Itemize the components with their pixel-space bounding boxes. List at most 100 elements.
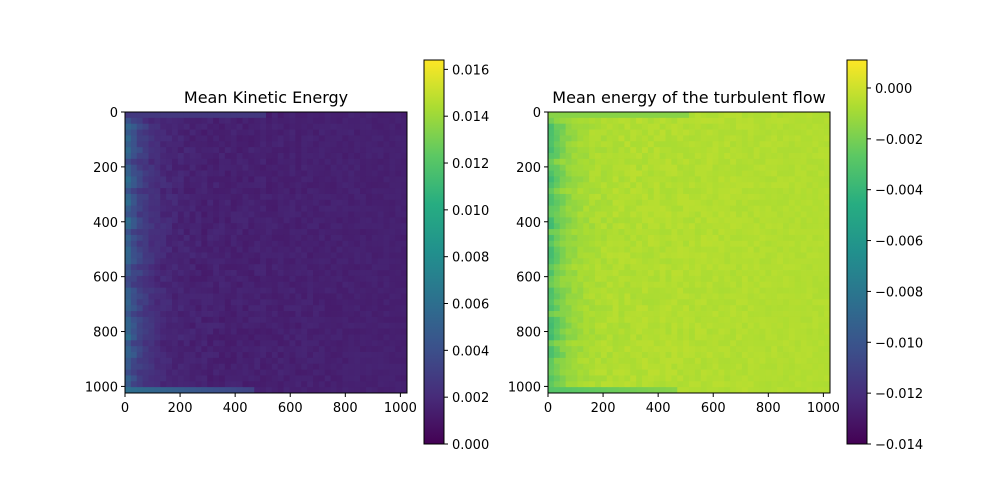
heatmap-cell (677, 340, 684, 347)
heatmap-cell (125, 258, 132, 265)
heatmap-cell (630, 375, 637, 382)
heatmap-cell (336, 141, 343, 148)
heatmap-cell (600, 129, 608, 136)
heatmap-cell (136, 340, 144, 347)
heatmap-cell (812, 158, 819, 166)
heatmap-cell (659, 112, 666, 119)
heatmap-cell (289, 223, 296, 230)
heatmap-cell (166, 281, 173, 289)
heatmap-cell (136, 164, 144, 171)
heatmap-cell (401, 205, 408, 212)
heatmap-cell (653, 311, 661, 318)
heatmap-cell (788, 363, 796, 370)
heatmap-cell (606, 182, 614, 189)
heatmap-cell (348, 340, 355, 347)
heatmap-cell (377, 322, 384, 329)
heatmap-cell (653, 152, 661, 160)
heatmap-cell (154, 252, 161, 259)
heatmap-cell (771, 258, 778, 265)
heatmap-cell (777, 299, 784, 306)
heatmap-cell (365, 170, 373, 177)
heatmap-cell (706, 334, 713, 341)
heatmap-cell (700, 328, 708, 335)
heatmap-cell (712, 258, 719, 265)
heatmap-cell (125, 199, 132, 207)
heatmap-cell (600, 199, 608, 207)
heatmap-cell (377, 240, 384, 248)
heatmap-cell (653, 217, 661, 224)
heatmap-cell (700, 135, 708, 142)
heatmap-cell (677, 293, 684, 300)
heatmap-cell (747, 375, 755, 382)
heatmap-cell (553, 322, 561, 329)
heatmap-cell (354, 217, 361, 224)
heatmap-cell (195, 170, 202, 177)
heatmap-cell (771, 340, 778, 347)
heatmap-cell (330, 293, 337, 300)
heatmap-cell (595, 352, 602, 359)
heatmap-cell (360, 152, 367, 160)
heatmap-cell (647, 117, 655, 125)
heatmap-cell (724, 258, 731, 265)
heatmap-cell (565, 246, 572, 253)
heatmap-cell (753, 311, 760, 318)
heatmap-cell (724, 299, 731, 306)
heatmap-cell (348, 322, 355, 329)
heatmap-cell (565, 311, 572, 318)
heatmap-cell (330, 322, 337, 329)
heatmap-cell (213, 381, 220, 388)
heatmap-cell (130, 287, 138, 294)
heatmap-cell (360, 346, 367, 353)
heatmap-cell (818, 123, 825, 130)
heatmap-cell (606, 369, 614, 376)
heatmap-cell (777, 211, 784, 218)
heatmap-cell (783, 152, 790, 160)
heatmap-cell (583, 287, 590, 294)
heatmap-cell (395, 211, 402, 218)
heatmap-cell (824, 246, 831, 253)
heatmap-cell (395, 375, 402, 382)
heatmap-cell (395, 123, 402, 130)
heatmap-cell (683, 170, 690, 177)
heatmap-cell (313, 328, 320, 335)
heatmap-cell (318, 217, 326, 224)
heatmap-cell (741, 164, 749, 171)
heatmap-cell (724, 199, 731, 207)
heatmap-cell (636, 346, 643, 353)
heatmap-cell (759, 305, 766, 312)
heatmap-cell (671, 346, 678, 353)
heatmap-cell (706, 211, 713, 218)
heatmap-cell (224, 316, 232, 324)
heatmap-cell (183, 363, 191, 370)
heatmap-cell (700, 311, 708, 318)
heatmap-cell (589, 170, 596, 177)
heatmap-cell (683, 381, 690, 388)
heatmap-cell (565, 129, 572, 136)
heatmap-cell (195, 152, 202, 160)
heatmap-cell (653, 287, 661, 294)
heatmap-cell (365, 211, 373, 218)
heatmap-cell (647, 311, 655, 318)
heatmap-cell (271, 340, 279, 347)
heatmap-cell (295, 117, 302, 125)
heatmap-cell (189, 305, 196, 312)
heatmap-cell (647, 369, 655, 376)
heatmap-cell (571, 182, 578, 189)
heatmap-cell (242, 357, 249, 365)
heatmap-cell (589, 199, 596, 207)
heatmap-cell (683, 234, 690, 242)
heatmap-cell (606, 258, 614, 265)
heatmap-cell (653, 316, 661, 324)
heatmap-cell (219, 299, 226, 306)
heatmap-cell (736, 176, 743, 183)
heatmap-cell (653, 340, 661, 347)
heatmap-cell (177, 188, 185, 195)
heatmap-cell (694, 182, 702, 189)
heatmap-cell (195, 205, 202, 212)
heatmap-cell (224, 252, 232, 259)
heatmap-cell (589, 311, 596, 318)
heatmap-cell (189, 246, 196, 253)
heatmap-cell (571, 152, 578, 160)
heatmap-cell (712, 275, 719, 283)
heatmap-cell (219, 270, 226, 277)
